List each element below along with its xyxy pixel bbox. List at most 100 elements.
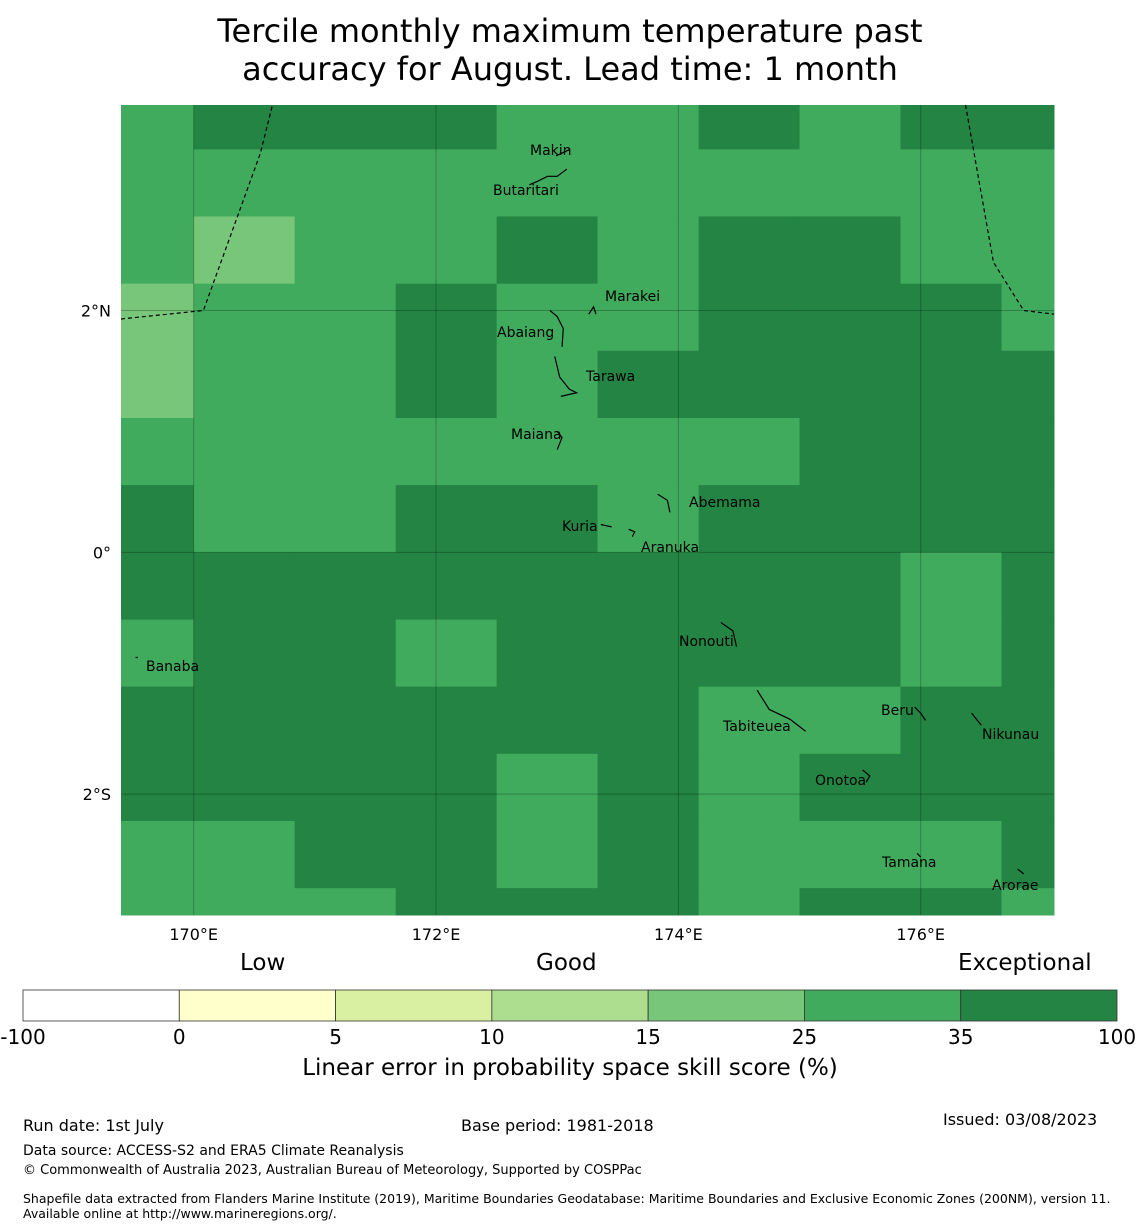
colorbar-segment [491,989,649,1022]
colorbar-tick-label: 25 [791,1025,818,1049]
lon-tick-label: 176°E [896,925,945,944]
island-label: Makin [530,143,572,159]
skill-cell [294,149,397,217]
colorbar-tick-label: 35 [947,1025,974,1049]
island-outline [529,168,568,186]
skill-cell [1001,216,1055,285]
skill-cell [294,888,397,916]
island-label: Nikunau [982,727,1039,743]
skill-cell [121,485,195,553]
island-label: Tabiteuea [722,719,791,735]
skill-cell [395,149,498,217]
colorbar-segment [960,989,1118,1022]
skill-cell [900,105,1003,150]
skill-cell [900,686,1003,755]
skill-cell [698,552,801,621]
skill-cell [193,149,296,217]
island-outline [914,706,927,721]
skill-cell [294,350,397,419]
skill-cell [799,350,901,419]
skill-cell [496,686,599,755]
skill-cell [1001,105,1055,150]
skill-cell [395,552,498,621]
data-source: Data source: ACCESS-S2 and ERA5 Climate … [23,1143,404,1159]
island-label: Maiana [511,427,562,443]
skill-cell [597,283,700,352]
colorbar-category-exceptional: Exceptional [958,950,1092,976]
island-outline [555,149,570,157]
skill-cell [395,417,498,486]
skill-cell [395,686,498,755]
lon-tick-label: 170°E [169,925,218,944]
skill-cell [698,283,801,352]
skill-cell [121,417,195,486]
issued-date: Issued: 03/08/2023 [943,1110,1098,1129]
maritime-boundaries [120,104,1055,320]
island-label: Arorae [992,878,1039,894]
skill-cell [121,552,195,621]
skill-cell [597,149,700,217]
colorbar-tick-label: 100 [1097,1025,1137,1049]
skill-cell [597,753,700,822]
skill-cell [900,820,1003,889]
colorbar-segment [335,989,493,1022]
skill-cell [294,283,397,352]
skill-cell [799,619,901,688]
colorbar-tick-label: 10 [479,1025,505,1049]
island-outline [588,305,597,315]
skill-cell [799,283,901,352]
copyright: © Commonwealth of Australia 2023, Austra… [23,1163,642,1178]
colorbar-tick-label: 15 [635,1025,661,1049]
island-outline [628,528,636,537]
skill-cell [799,149,901,217]
skill-cell [900,552,1003,621]
colorbar-category-low: Low [240,950,286,976]
skill-cell [799,820,901,889]
skill-cell [1001,820,1055,889]
skill-cell [698,417,801,486]
skill-cell [193,485,296,553]
skill-cell [496,216,599,285]
colorbar-tick-label: -100 [0,1025,46,1049]
skill-cell [799,105,901,150]
skill-cell [193,417,296,486]
island-label: Marakei [605,289,660,305]
skill-cell [1001,485,1055,553]
skill-cell [698,619,801,688]
skill-cell [1001,149,1055,217]
skill-cell [193,686,296,755]
skill-cell [799,417,901,486]
lat-tick-label: 2°N [81,302,111,321]
island-outline [756,689,806,732]
colorbar-category-good: Good [536,950,597,976]
skill-cell [121,350,195,419]
colorbar-segment [178,989,336,1022]
skill-cell [698,753,801,822]
skill-cell [900,888,1003,916]
lon-tick-label: 174°E [654,925,703,944]
island-outline [1017,868,1025,875]
colorbar-segment [22,989,180,1022]
skill-cell [294,753,397,822]
island-outline [600,523,612,528]
island-label: Kuria [562,519,598,535]
skill-cell [1001,619,1055,688]
island-label: Nonouti [679,634,734,650]
skill-cell [597,417,700,486]
skill-cell [395,105,498,150]
skill-cell [193,753,296,822]
skill-cell [900,283,1003,352]
colorbar [22,989,1118,1022]
skill-cell [496,619,599,688]
skill-cell [900,149,1003,217]
island-label: Butaritari [493,183,559,199]
skill-cell [395,888,498,916]
skill-cell [395,283,498,352]
skill-cell [395,820,498,889]
skill-cell [698,485,801,553]
skill-cell [294,485,397,553]
skill-cell [1001,888,1055,916]
islands: Makin Butaritari Marakei Abaiang Tarawa Maian… [135,143,1039,894]
skill-cell [799,753,901,822]
skill-cell [698,216,801,285]
